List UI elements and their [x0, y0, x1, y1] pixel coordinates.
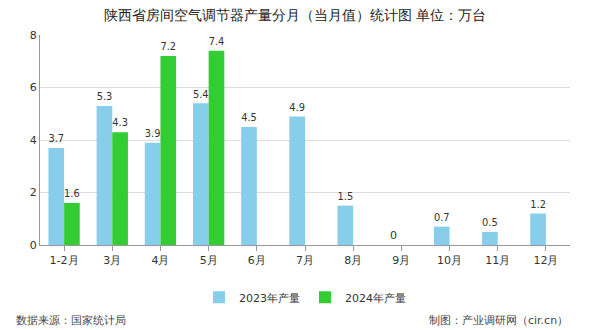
svg-text:8月: 8月 — [344, 254, 362, 267]
svg-text:5.3: 5.3 — [97, 91, 113, 102]
svg-text:4月: 4月 — [151, 254, 169, 267]
svg-text:5.4: 5.4 — [193, 89, 209, 100]
svg-text:7.2: 7.2 — [160, 41, 176, 52]
svg-text:7.4: 7.4 — [209, 36, 225, 47]
svg-text:3月: 3月 — [103, 254, 121, 267]
svg-text:11月: 11月 — [485, 254, 510, 267]
svg-text:10月: 10月 — [437, 254, 462, 267]
svg-text:4.9: 4.9 — [289, 102, 305, 113]
svg-text:6: 6 — [30, 81, 37, 94]
svg-text:1-2月: 1-2月 — [50, 254, 79, 267]
svg-text:0.7: 0.7 — [434, 212, 450, 223]
svg-text:4.5: 4.5 — [241, 112, 257, 123]
svg-text:8: 8 — [30, 29, 37, 42]
svg-text:4.3: 4.3 — [112, 117, 128, 128]
svg-text:5月: 5月 — [200, 254, 218, 267]
svg-text:4: 4 — [30, 134, 37, 147]
svg-text:1.2: 1.2 — [530, 199, 546, 210]
svg-text:0: 0 — [390, 229, 397, 242]
svg-text:数据来源：国家统计局: 数据来源：国家统计局 — [16, 314, 126, 327]
svg-text:2024年产量: 2024年产量 — [345, 292, 406, 305]
svg-text:0.5: 0.5 — [482, 217, 498, 228]
svg-text:3.7: 3.7 — [48, 133, 64, 144]
svg-text:1.6: 1.6 — [64, 188, 80, 199]
svg-text:陕西省房间空气调节器产量分月（当月值）统计图 单位：万台: 陕西省房间空气调节器产量分月（当月值）统计图 单位：万台 — [104, 7, 486, 23]
svg-text:0: 0 — [30, 239, 37, 252]
svg-text:1.5: 1.5 — [338, 191, 354, 202]
svg-text:3.9: 3.9 — [145, 128, 161, 139]
svg-text:7月: 7月 — [296, 254, 314, 267]
svg-text:2023年产量: 2023年产量 — [239, 292, 300, 305]
svg-text:9月: 9月 — [392, 254, 410, 267]
svg-text:2: 2 — [30, 186, 37, 199]
svg-text:6月: 6月 — [248, 254, 266, 267]
svg-text:12月: 12月 — [533, 254, 558, 267]
svg-text:制图：产业调研网（cir.cn）: 制图：产业调研网（cir.cn） — [429, 314, 568, 327]
